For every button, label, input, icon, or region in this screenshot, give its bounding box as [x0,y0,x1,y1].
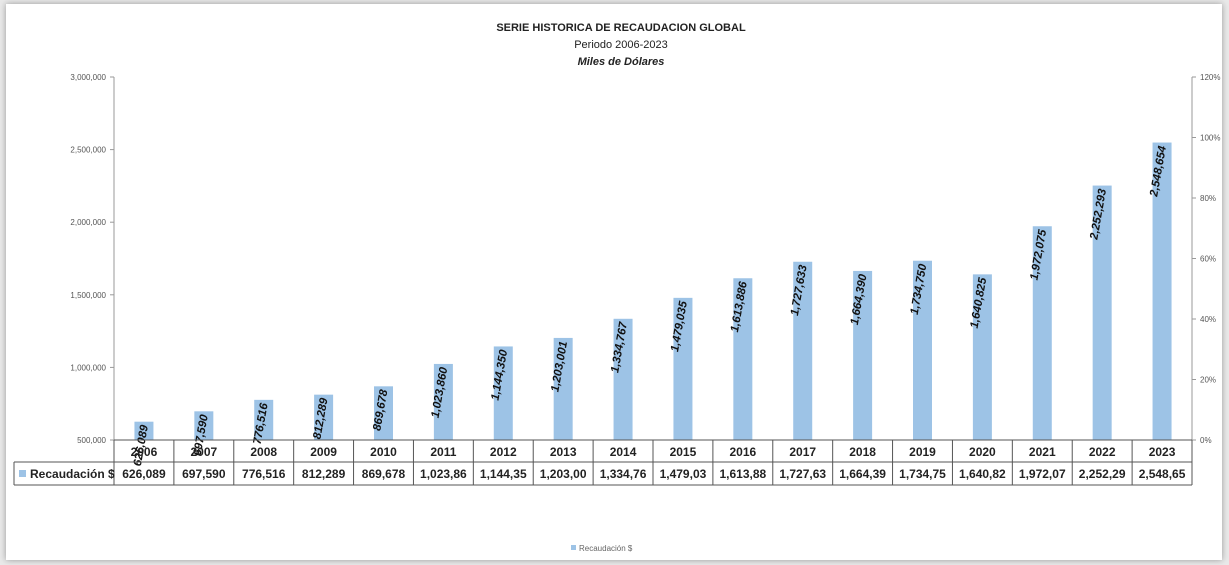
y-tick-label: 2,000,000 [70,218,106,227]
table-value: 1,664,39 [839,467,886,481]
y2-tick-label: 40% [1200,315,1216,324]
y-tick-label: 1,500,000 [70,291,106,300]
bar [853,270,873,440]
chart-subtitle: Periodo 2006-2023 [574,39,668,51]
legend-label: Recaudación $ [579,544,633,553]
bar [1032,226,1052,440]
bar [733,278,753,440]
table-value: 2,548,65 [1139,467,1186,481]
table-value: 1,203,00 [540,467,587,481]
y-tick-label: 2,500,000 [70,146,106,155]
bar [433,363,453,440]
chart-frame: SERIE HISTORICA DE RECAUDACION GLOBAL Pe… [6,4,1222,560]
table-value: 1,640,82 [959,467,1006,481]
x-category-label: 2015 [670,445,697,459]
y2-tick-label: 100% [1200,134,1220,143]
x-category-label: 2020 [969,445,996,459]
bar [1092,185,1112,440]
x-category-label: 2017 [789,445,816,459]
x-category-label: 2011 [430,445,456,459]
table-value: 812,289 [302,467,346,481]
y2-tick-label: 80% [1200,194,1216,203]
x-category-label: 2013 [550,445,577,459]
legend-key [571,545,576,550]
table-value: 1,613,88 [719,467,766,481]
bar [374,386,393,440]
x-category-label: 2007 [190,445,217,459]
x-category-label: 2010 [370,445,397,459]
x-category-label: 2019 [909,445,936,459]
bar [254,399,274,440]
bar [613,318,633,440]
x-category-label: 2016 [729,445,756,459]
table-value: 2,252,29 [1079,467,1126,481]
x-category-label: 2012 [490,445,517,459]
table-value: 1,479,03 [660,467,707,481]
chart-svg: SERIE HISTORICA DE RECAUDACION GLOBAL Pe… [13,22,1220,553]
bar [553,337,573,440]
plot-area: 500,000 1,000,000 1,500,000 2,000,000 2,500,… [13,73,1220,553]
x-category-label: 2009 [310,445,337,459]
bar [493,346,513,440]
y2-tick-label: 0% [1200,436,1212,445]
bar [972,274,992,440]
table-value: 869,678 [362,467,406,481]
y2-tick-label: 120% [1200,73,1220,82]
table-value: 1,734,75 [899,467,946,481]
bar [913,260,932,440]
chart-units: Miles de Dólares [578,56,665,68]
bar [1152,142,1172,440]
y-tick-label: 500,000 [77,436,106,445]
table-value: 697,590 [182,467,226,481]
table-value: 626,089 [122,467,166,481]
chart-title: SERIE HISTORICA DE RECAUDACION GLOBAL [496,22,746,34]
y-tick-label: 1,000,000 [70,363,106,372]
x-category-label: 2018 [849,445,876,459]
table-value: 776,516 [242,467,286,481]
table-value: 1,727,63 [779,467,826,481]
x-category-label: 2021 [1029,445,1056,459]
x-category-label: 2014 [610,445,637,459]
x-category-label: 2023 [1149,445,1176,459]
table-value: 1,023,86 [420,467,467,481]
x-category-label: 2022 [1089,445,1116,459]
table-value: 1,972,07 [1019,467,1066,481]
bar [314,394,334,440]
table-legend-key [19,470,26,477]
y-tick-label: 3,000,000 [70,73,106,82]
table-value: 1,144,35 [480,467,527,481]
y2-tick-label: 60% [1200,255,1216,264]
bar [673,297,693,440]
bar [134,421,154,440]
bar [194,411,214,440]
x-category-label: 2008 [250,445,277,459]
bar [793,261,813,440]
table-value: 1,334,76 [600,467,647,481]
y2-tick-label: 20% [1200,376,1216,385]
table-series-name: Recaudación $ [30,467,115,481]
x-category-label: 2006 [131,445,158,459]
